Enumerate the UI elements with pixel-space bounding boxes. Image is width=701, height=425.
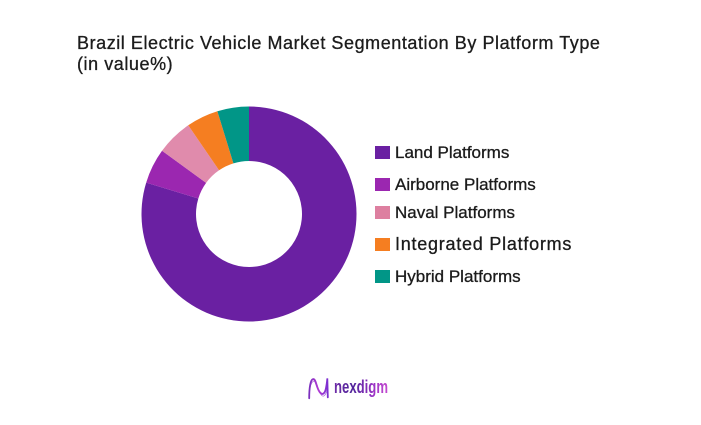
svg-text:nexdigm: nexdigm bbox=[334, 377, 388, 397]
